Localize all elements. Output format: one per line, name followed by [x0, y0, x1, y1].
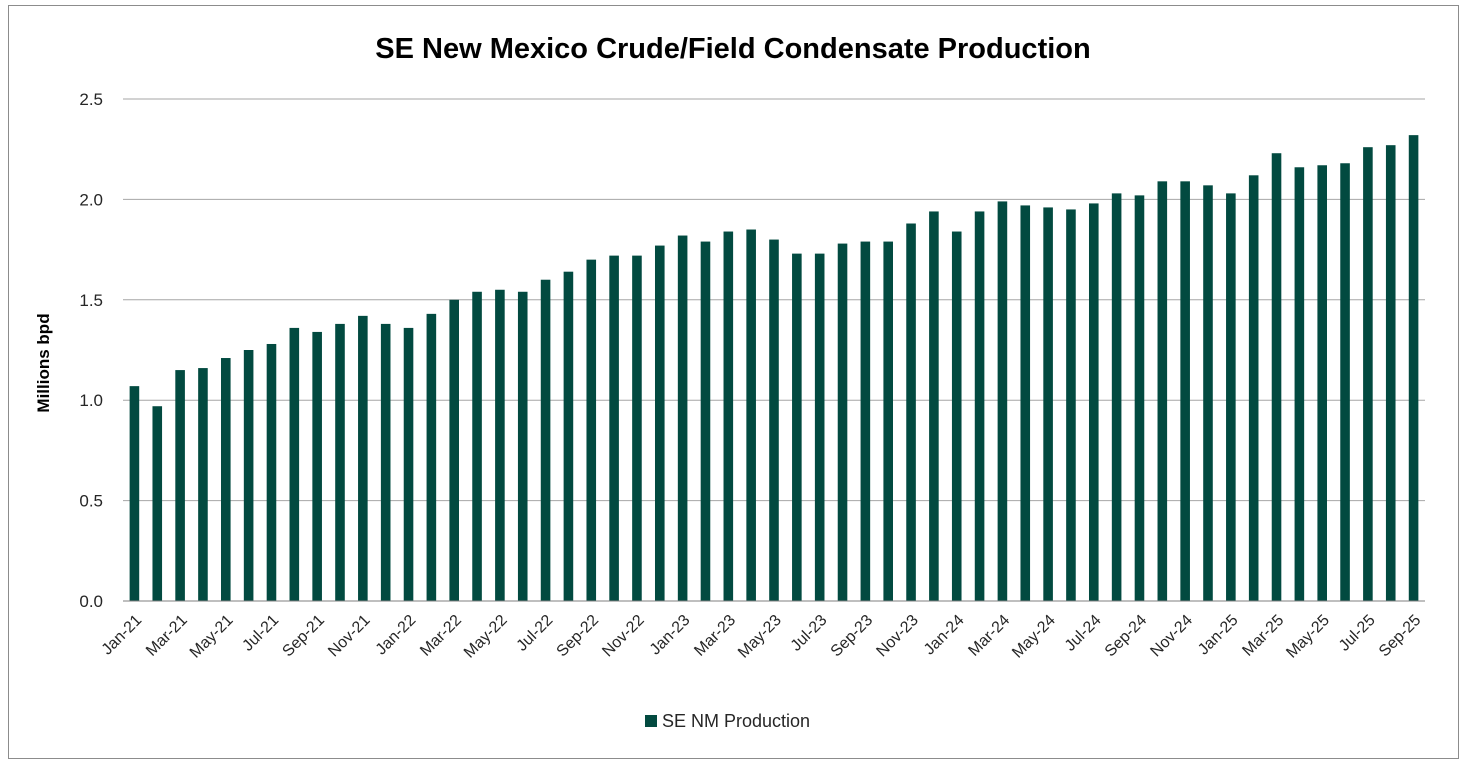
- bar-dec-23: [929, 211, 939, 601]
- bar-oct-22: [609, 255, 619, 601]
- x-tick-label: Jan-25: [1195, 612, 1242, 659]
- bar-aug-23: [837, 243, 848, 601]
- bar-feb-21: [152, 406, 163, 601]
- y-tick-label: 0.5: [79, 492, 103, 511]
- bar-feb-23: [700, 241, 711, 601]
- x-tick-label: Sep-24: [1102, 612, 1151, 661]
- legend-label: SE NM Production: [662, 711, 810, 731]
- bar-apr-25: [1294, 167, 1305, 601]
- x-tick-label: May-23: [735, 612, 785, 662]
- x-tick-label: Jan-24: [921, 612, 968, 659]
- x-tick-label: Nov-22: [599, 612, 648, 661]
- bar-feb-24: [974, 211, 985, 601]
- bar-jun-24: [1066, 209, 1076, 601]
- legend-swatch: [645, 715, 657, 727]
- bar-may-21: [220, 358, 231, 601]
- y-tick-label: 0.0: [79, 592, 103, 611]
- bar-apr-21: [198, 368, 208, 601]
- y-tick-label: 2.5: [79, 90, 103, 109]
- bar-may-24: [1043, 207, 1053, 601]
- bar-mar-23: [723, 231, 734, 601]
- bar-jul-25: [1363, 147, 1373, 601]
- x-tick-label: Sep-25: [1376, 612, 1425, 661]
- x-tick-label: Mar-23: [691, 612, 739, 660]
- x-tick-label: Jan-21: [99, 612, 146, 659]
- bar-dec-21: [380, 323, 391, 601]
- bar-apr-24: [1020, 205, 1031, 602]
- bar-jul-21: [266, 343, 277, 601]
- bar-feb-22: [426, 313, 437, 601]
- y-tick-label: 1.5: [79, 291, 103, 310]
- x-tick-label: Mar-24: [965, 612, 1013, 660]
- bar-nov-23: [906, 223, 916, 601]
- bar-jun-25: [1340, 163, 1350, 601]
- bar-jan-21: [129, 386, 140, 601]
- x-tick-label: Jul-23: [788, 612, 831, 655]
- bar-jan-23: [677, 235, 688, 602]
- bar-nov-22: [632, 255, 642, 601]
- chart-title: SE New Mexico Crude/Field Condensate Pro…: [375, 33, 1090, 65]
- x-tick-label: Jul-21: [239, 612, 282, 655]
- bar-aug-25: [1385, 145, 1396, 601]
- bar-jul-24: [1088, 203, 1099, 602]
- bar-jul-23: [814, 253, 825, 601]
- bar-sep-24: [1134, 195, 1145, 601]
- x-tick-label: Mar-21: [143, 612, 191, 660]
- bar-aug-22: [563, 271, 574, 601]
- bar-oct-23: [883, 241, 893, 601]
- bar-jun-23: [792, 253, 802, 601]
- bar-jun-22: [517, 291, 528, 601]
- x-tick-label: Nov-23: [873, 612, 922, 661]
- bar-sep-22: [586, 259, 597, 601]
- bar-mar-24: [997, 201, 1008, 601]
- x-tick-label: Mar-22: [417, 612, 465, 660]
- bar-may-25: [1317, 165, 1327, 601]
- legend: SE NM Production: [645, 711, 810, 731]
- bar-sep-25: [1408, 135, 1419, 601]
- bar-oct-24: [1157, 181, 1168, 601]
- bar-apr-23: [746, 229, 756, 601]
- y-axis-label: Millions bpd: [34, 313, 53, 412]
- bar-jan-25: [1226, 193, 1236, 601]
- bar-series: [129, 135, 1419, 602]
- bar-mar-22: [449, 299, 459, 601]
- x-tick-label: May-21: [187, 612, 237, 662]
- bar-aug-21: [289, 327, 300, 601]
- bar-dec-24: [1203, 185, 1213, 601]
- bar-apr-22: [472, 291, 482, 601]
- bar-jan-22: [403, 327, 414, 601]
- x-tick-label: May-22: [461, 612, 511, 662]
- x-tick-label: Jan-23: [647, 612, 694, 659]
- bar-jul-22: [540, 279, 551, 601]
- x-tick-label: May-25: [1283, 612, 1333, 662]
- bar-mar-25: [1271, 153, 1282, 601]
- bar-sep-23: [860, 241, 871, 601]
- bar-jan-24: [951, 231, 962, 601]
- bar-may-22: [495, 289, 505, 601]
- bar-oct-21: [335, 323, 345, 601]
- x-tick-label: Nov-24: [1147, 612, 1196, 661]
- x-tick-label: Mar-25: [1239, 612, 1287, 660]
- x-tick-label: Jul-25: [1336, 612, 1379, 655]
- bar-sep-21: [312, 331, 322, 601]
- y-tick-label: 1.0: [79, 391, 103, 410]
- bar-nov-21: [358, 315, 368, 601]
- x-tick-label: Sep-22: [554, 612, 603, 661]
- bar-nov-24: [1180, 181, 1190, 601]
- x-tick-label: Jan-22: [373, 612, 420, 659]
- bar-feb-25: [1248, 175, 1259, 602]
- bar-may-23: [769, 239, 779, 601]
- bar-dec-22: [654, 245, 665, 601]
- bar-mar-21: [175, 370, 185, 601]
- bar-aug-24: [1111, 193, 1122, 601]
- bar-jun-21: [243, 350, 254, 601]
- y-tick-label: 2.0: [79, 190, 103, 209]
- x-tick-label: Sep-21: [279, 612, 328, 661]
- x-tick-label: Jul-24: [1062, 612, 1105, 655]
- x-tick-label: Nov-21: [325, 612, 374, 661]
- x-tick-label: Jul-22: [514, 612, 557, 655]
- x-tick-label: Sep-23: [828, 612, 877, 661]
- x-tick-label: May-24: [1009, 612, 1059, 662]
